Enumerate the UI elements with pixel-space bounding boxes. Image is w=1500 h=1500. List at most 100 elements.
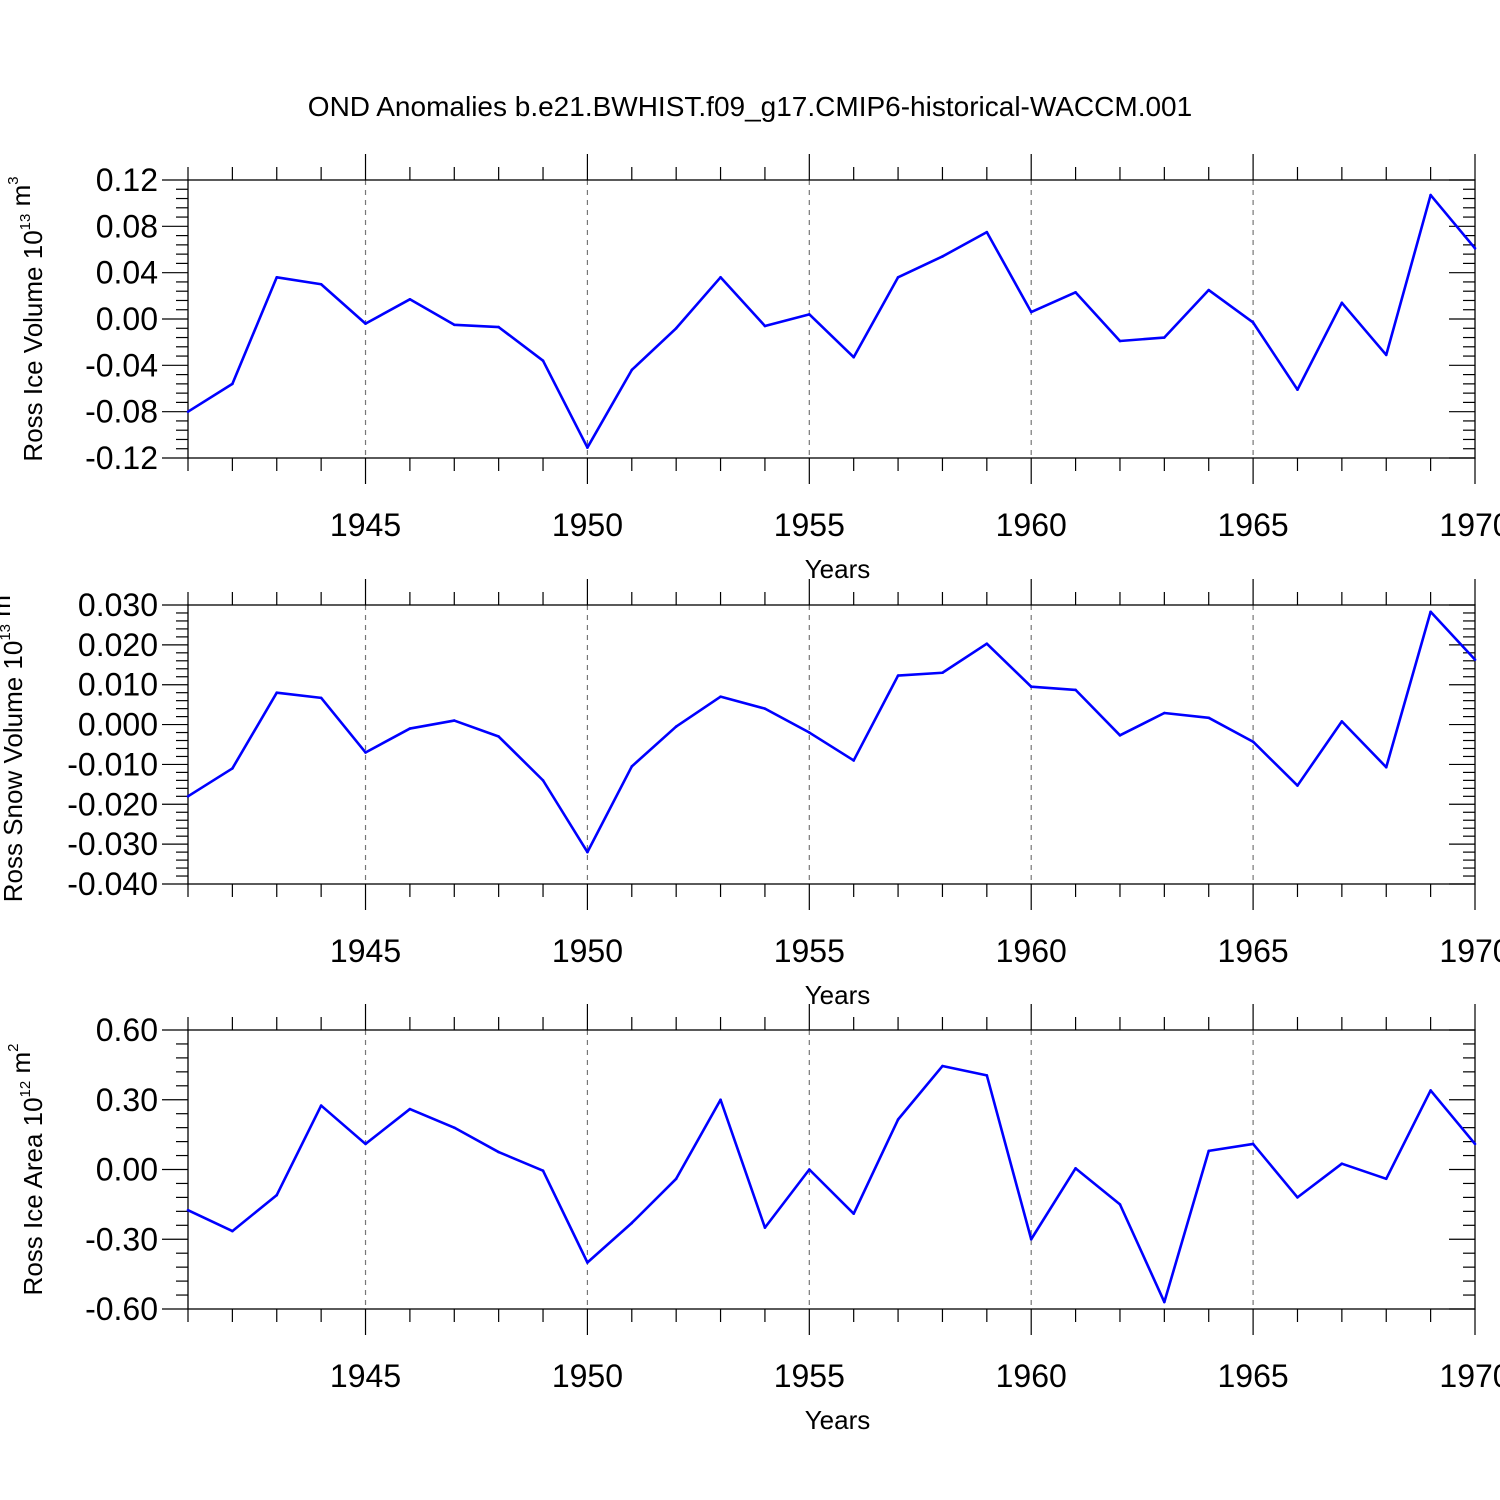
y-tick-label: -0.30 [85, 1221, 158, 1257]
data-point [1118, 734, 1122, 737]
data-point [541, 359, 545, 363]
data-point [852, 1212, 855, 1215]
data-point [275, 691, 279, 694]
data-point [541, 1169, 545, 1172]
data-point [1429, 193, 1432, 197]
data-point [1384, 1177, 1388, 1181]
data-point [186, 795, 190, 798]
data-point [1207, 288, 1211, 292]
data-point [1163, 1300, 1166, 1304]
data-point [1163, 336, 1166, 339]
data-point [1429, 610, 1432, 614]
data-point [896, 1118, 900, 1121]
data-point [1296, 1196, 1299, 1199]
data-point [541, 779, 545, 782]
data-point [674, 1177, 678, 1181]
y-tick-label: 0.12 [96, 162, 158, 198]
data-point [186, 1208, 190, 1212]
x-axis-label: Years [805, 1405, 871, 1435]
plot-frame [187, 179, 1476, 459]
data-point [1251, 740, 1255, 744]
panel-1: 1945 1950 1955 1960 1965 1970 Years -0.12 -0.08 -… [5, 154, 1500, 584]
plot-frame [187, 1029, 1476, 1310]
data-point [1118, 339, 1122, 343]
y-tick-label: -0.08 [85, 394, 158, 430]
data-point [452, 1126, 456, 1129]
x-tick-label: 1950 [552, 1358, 623, 1394]
data-point [497, 735, 500, 738]
x-tick-label: 1970 [1439, 507, 1500, 543]
y-tick-label: -0.12 [85, 440, 158, 476]
data-point [364, 322, 367, 325]
data-point [1473, 247, 1477, 250]
y-axis-label: Ross Ice Area 1012 m2 [5, 1044, 48, 1296]
data-point [319, 696, 323, 700]
y-axis-label: Ross Snow Volume 1013 m3 [0, 587, 28, 903]
data-point [408, 298, 412, 301]
data-point [408, 727, 412, 730]
x-tick-label: 1955 [774, 933, 845, 969]
x-tick-label: 1960 [996, 933, 1067, 969]
x-axis-label: Years [805, 980, 871, 1010]
y-tick-label: -0.040 [67, 866, 158, 902]
y-tick-label: 0.08 [96, 208, 158, 244]
data-point [941, 671, 944, 675]
data-point [364, 751, 367, 754]
y-tick-label: -0.010 [67, 746, 158, 782]
data-point [1029, 310, 1033, 314]
data-point [452, 323, 456, 327]
data-point [941, 1064, 944, 1068]
data-point [763, 324, 767, 328]
data-point [452, 719, 456, 722]
data-point [763, 707, 767, 710]
x-tick-label: 1945 [330, 1358, 401, 1394]
panel-3: 1945 1950 1955 1960 1965 1970 Years -0.60 -0.30 0… [5, 1004, 1500, 1435]
data-point [808, 731, 811, 734]
y-tick-label: 0.30 [96, 1082, 158, 1118]
data-point [719, 1098, 722, 1102]
x-tick-label: 1960 [996, 1358, 1067, 1394]
data-point [1029, 685, 1033, 689]
series-line [187, 193, 1476, 449]
data-point [985, 642, 989, 645]
data-point [1473, 658, 1477, 661]
y-tick-label: 0.000 [78, 707, 158, 743]
data-point [719, 695, 722, 698]
data-point [630, 368, 634, 372]
panel-2: 1945 1950 1955 1960 1965 1970 Years -0.040 -0.03… [0, 579, 1500, 1010]
data-point [1473, 1142, 1477, 1146]
data-point [719, 276, 722, 279]
series-line [187, 610, 1476, 854]
data-point [497, 1150, 500, 1154]
x-tick-label: 1955 [774, 507, 845, 543]
data-point [985, 1074, 989, 1077]
y-tick-label: -0.04 [85, 347, 158, 383]
data-point [1296, 388, 1299, 391]
data-point [1340, 720, 1344, 723]
y-tick-label: 0.020 [78, 627, 158, 663]
data-point [1296, 784, 1299, 787]
data-point [231, 382, 234, 386]
data-point [275, 276, 279, 279]
y-tick-label: 0.030 [78, 587, 158, 623]
data-point [275, 1193, 279, 1197]
data-point [408, 1107, 412, 1111]
data-point [674, 326, 678, 330]
data-point [808, 313, 811, 316]
y-tick-label: -0.020 [67, 786, 158, 822]
data-point [1074, 291, 1077, 294]
y-axis-label: Ross Ice Volume 1013 m3 [5, 176, 48, 461]
data-point [231, 1229, 234, 1233]
data-point [1163, 711, 1166, 715]
y-tick-label: -0.60 [85, 1291, 158, 1327]
data-point [1384, 765, 1388, 769]
data-point [674, 725, 678, 728]
data-point [852, 759, 855, 762]
series-line [187, 1064, 1477, 1304]
y-tick-label: 0.60 [96, 1012, 158, 1048]
data-point [1251, 321, 1255, 324]
data-point [630, 1221, 634, 1225]
x-tick-label: 1945 [330, 507, 401, 543]
y-tick-label: -0.030 [67, 826, 158, 862]
y-tick-label: 0.010 [78, 667, 158, 703]
